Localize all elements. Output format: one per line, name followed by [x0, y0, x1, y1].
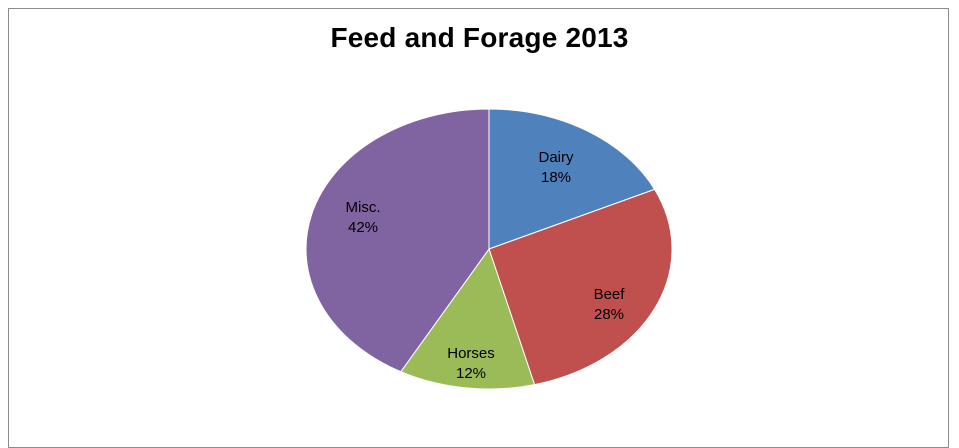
pie-slice-misc [305, 108, 490, 373]
slice-label-beef: Beef [594, 286, 626, 303]
slice-label-horses: Horses [447, 345, 495, 362]
pie-slices [305, 108, 673, 390]
slice-percent-horses: 12% [456, 365, 486, 382]
slice-percent-misc: 42% [348, 219, 378, 236]
pie-slice-horses [400, 247, 536, 390]
chart-title: Feed and Forage 2013 [330, 22, 629, 53]
slice-label-misc: Misc. [346, 199, 381, 216]
pie-labels: Dairy 18% Beef 28% Horses 12% Misc. 42% [346, 149, 626, 382]
slice-percent-beef: 28% [594, 306, 624, 323]
pie-slice-beef [488, 188, 673, 386]
slice-percent-dairy: 18% [541, 169, 571, 186]
pie-slice-dairy [488, 108, 656, 250]
slice-label-dairy: Dairy [538, 149, 574, 166]
pie-chart: Dairy 18% Beef 28% Horses 12% Misc. 42% [305, 108, 673, 390]
